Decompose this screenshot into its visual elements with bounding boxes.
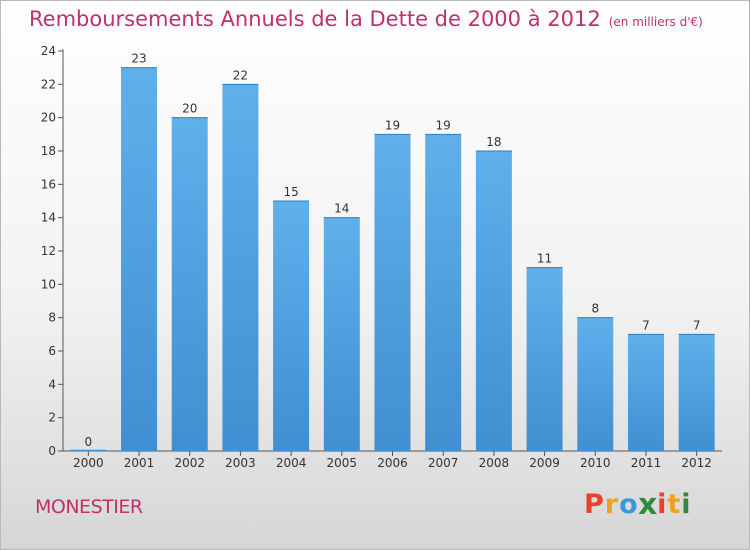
logo-letter: o xyxy=(619,489,639,520)
bar xyxy=(171,117,208,452)
x-tick-label: 2008 xyxy=(479,456,510,470)
y-tick-label: 10 xyxy=(41,277,56,291)
y-tick-label: 2 xyxy=(48,411,56,425)
bar xyxy=(627,334,664,451)
x-tick-label: 2004 xyxy=(276,456,307,470)
logo-letter: r xyxy=(604,489,620,520)
bar xyxy=(222,84,259,451)
y-tick-label: 18 xyxy=(41,144,56,158)
data-label: 14 xyxy=(334,202,349,216)
x-tick-label: 2007 xyxy=(428,456,459,470)
data-label: 8 xyxy=(591,302,599,316)
y-tick-label: 16 xyxy=(41,177,56,191)
data-label: 7 xyxy=(693,318,701,332)
logo-letter: P xyxy=(584,489,605,520)
bar xyxy=(374,134,411,452)
data-label: 19 xyxy=(385,118,400,132)
x-tick-label: 2009 xyxy=(529,456,560,470)
y-tick-label: 22 xyxy=(41,77,56,91)
bar xyxy=(678,334,715,451)
x-tick-label: 2003 xyxy=(225,456,256,470)
x-tick-label: 2011 xyxy=(631,456,662,470)
logo-letter: t xyxy=(667,489,682,520)
y-tick-label: 4 xyxy=(48,377,56,391)
y-tick-label: 20 xyxy=(41,111,56,125)
data-label: 22 xyxy=(233,68,248,82)
x-tick-label: 2006 xyxy=(377,456,408,470)
x-tick-label: 2002 xyxy=(174,456,205,470)
logo-letter: i xyxy=(681,489,692,520)
data-label: 0 xyxy=(85,435,93,449)
commune-name: MONESTIER xyxy=(35,496,143,518)
bar xyxy=(273,201,310,451)
bar xyxy=(425,134,462,452)
data-label: 19 xyxy=(436,118,451,132)
chart-title: Remboursements Annuels de la Dette de 20… xyxy=(29,7,703,31)
data-label: 23 xyxy=(131,52,146,66)
bar xyxy=(323,217,360,451)
x-tick-label: 2005 xyxy=(327,456,358,470)
bar xyxy=(121,67,158,452)
data-label: 20 xyxy=(182,102,197,116)
bar xyxy=(475,151,512,451)
data-label: 11 xyxy=(537,252,552,266)
x-tick-label: 2001 xyxy=(124,456,155,470)
bar xyxy=(526,267,563,451)
x-tick-label: 2010 xyxy=(580,456,611,470)
y-tick-label: 24 xyxy=(41,44,56,58)
data-label: 15 xyxy=(283,185,298,199)
title-unit: (en milliers d'€) xyxy=(608,15,703,29)
y-tick-label: 6 xyxy=(48,344,56,358)
bar xyxy=(577,317,614,451)
y-tick-label: 12 xyxy=(41,244,56,258)
data-label: 7 xyxy=(642,318,650,332)
data-label: 18 xyxy=(486,135,501,149)
title-main: Remboursements Annuels de la Dette de 20… xyxy=(29,7,601,31)
x-tick-label: 2000 xyxy=(73,456,104,470)
y-tick-label: 0 xyxy=(48,444,56,458)
proxiti-logo: Proxiti xyxy=(584,487,692,522)
x-tick-label: 2012 xyxy=(681,456,712,470)
y-tick-label: 8 xyxy=(48,311,56,325)
logo-letter: i xyxy=(657,489,668,520)
logo-letter: x xyxy=(637,487,659,522)
y-tick-label: 14 xyxy=(41,211,56,225)
